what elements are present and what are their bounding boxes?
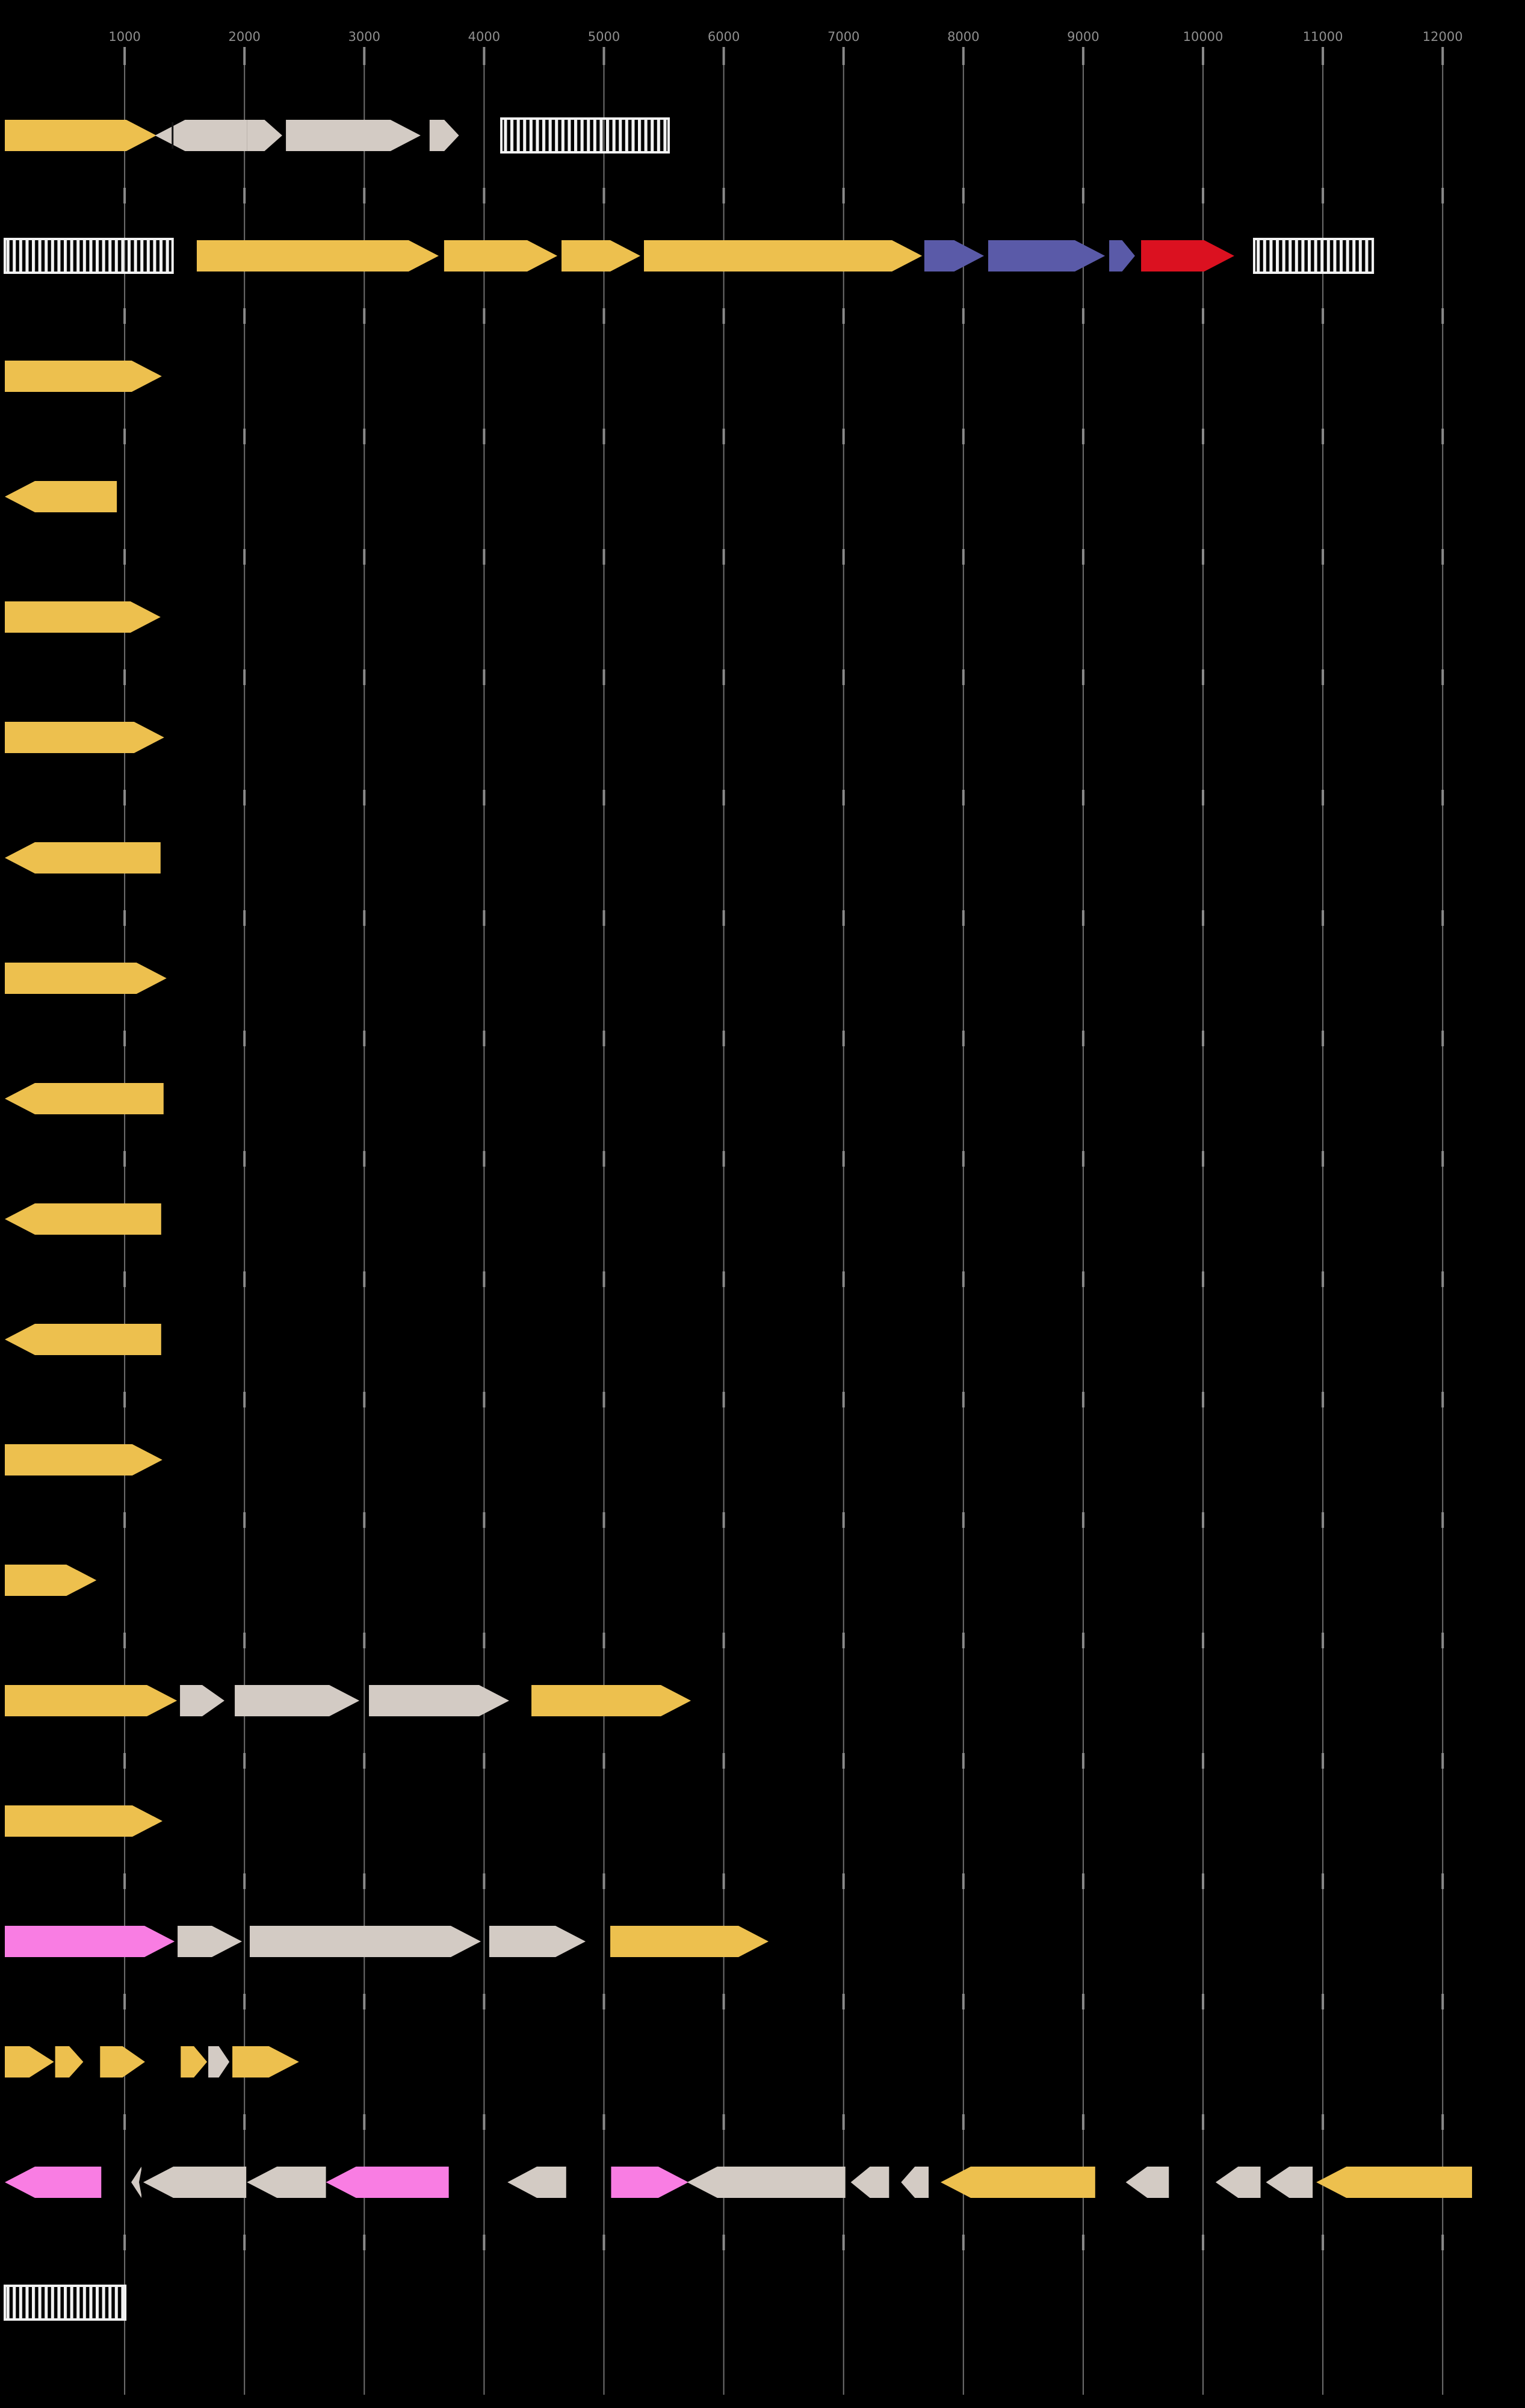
gene-arrow <box>1215 2167 1261 2198</box>
axis-tick-label: 6000 <box>708 29 740 44</box>
axis-tick-label: 4000 <box>468 29 500 44</box>
gene-arrow <box>611 2167 688 2198</box>
gene-arrow <box>143 2167 247 2198</box>
track-10 <box>5 1203 161 1235</box>
gene-arrow <box>5 722 164 753</box>
axis-tick-label: 8000 <box>947 29 979 44</box>
axis-tick-label: 3000 <box>348 29 380 44</box>
striped-feature <box>500 117 670 154</box>
gene-arrow <box>940 2167 1095 2198</box>
gene-arrow <box>561 240 641 272</box>
gene-arrow <box>5 1805 163 1837</box>
track-2 <box>4 238 1375 274</box>
gene-arrow <box>1141 240 1234 272</box>
axis-tick-label: 11000 <box>1303 29 1343 44</box>
gene-arrow <box>155 120 247 151</box>
gene-arrow <box>178 1926 243 1957</box>
striped-feature <box>4 238 174 274</box>
track-15 <box>5 1805 163 1837</box>
gene-arrow <box>1316 2167 1472 2198</box>
axis-tick-label: 5000 <box>588 29 620 44</box>
gene-arrow <box>247 120 282 151</box>
gene-arrow <box>687 2167 846 2198</box>
track-3 <box>5 361 162 392</box>
gene-arrow <box>531 1685 691 1716</box>
gene-arrow <box>232 2046 299 2078</box>
gene-arrow <box>286 120 421 151</box>
gene-arrow <box>5 120 156 151</box>
track-9 <box>5 1083 164 1114</box>
axis-tick-label: 12000 <box>1423 29 1463 44</box>
gene-arrow <box>196 240 439 272</box>
gene-arrow <box>5 1444 162 1476</box>
track-16 <box>5 1926 769 1957</box>
gene-arrow <box>181 2046 208 2078</box>
gene-arrow <box>208 2046 230 2078</box>
track-13 <box>5 1565 97 1596</box>
gene-arrow <box>5 963 167 994</box>
gene-chevron <box>131 2167 141 2198</box>
gene-arrow <box>5 601 161 633</box>
gene-arrow <box>5 842 161 874</box>
gene-arrow <box>1266 2167 1313 2198</box>
axis-tick-label: 7000 <box>827 29 859 44</box>
track-14 <box>5 1685 691 1716</box>
gene-arrow <box>5 2167 102 2198</box>
axis-tick-label: 1000 <box>108 29 140 44</box>
gene-arrow <box>5 1324 161 1355</box>
gene-arrow <box>180 1685 224 1716</box>
striped-feature <box>1253 238 1375 274</box>
track-18 <box>5 2167 1472 2198</box>
track-7 <box>5 842 161 874</box>
gene-arrow <box>5 2046 54 2078</box>
gene-arrow <box>55 2046 84 2078</box>
axis-tick-label: 10000 <box>1183 29 1223 44</box>
gene-arrow <box>5 1685 178 1716</box>
track-6 <box>5 722 164 753</box>
gene-arrow <box>5 1083 164 1114</box>
track-5 <box>5 601 161 633</box>
gene-mark-line <box>172 122 174 149</box>
gene-arrow <box>429 120 459 151</box>
gene-arrow <box>988 240 1106 272</box>
track-11 <box>5 1324 161 1355</box>
gene-arrow <box>489 1926 586 1957</box>
gene-arrow <box>5 481 117 512</box>
track-19 <box>4 2285 127 2321</box>
gene-arrow <box>444 240 558 272</box>
gene-arrow <box>247 2167 326 2198</box>
gene-arrow <box>5 1565 97 1596</box>
track-17 <box>5 2046 299 2078</box>
track-1 <box>5 117 670 154</box>
track-4 <box>5 481 117 512</box>
gene-arrow <box>1109 240 1135 272</box>
gene-arrow <box>643 240 923 272</box>
gene-arrow <box>5 1203 161 1235</box>
gene-arrow <box>924 240 985 272</box>
gene-arrow <box>5 361 162 392</box>
gene-arrow <box>850 2167 889 2198</box>
gene-arrow <box>5 1926 175 1957</box>
gene-arrow <box>235 1685 360 1716</box>
gene-arrow <box>369 1685 510 1716</box>
gene-arrow <box>507 2167 566 2198</box>
track-8 <box>5 963 167 994</box>
gene-arrow <box>1125 2167 1169 2198</box>
chevron-notch <box>139 2170 141 2195</box>
gene-arrow <box>249 1926 481 1957</box>
gene-arrow <box>326 2167 449 2198</box>
axis-tick-label: 2000 <box>228 29 260 44</box>
gene-arrow <box>100 2046 145 2078</box>
track-12 <box>5 1444 162 1476</box>
gene-arrow <box>610 1926 769 1957</box>
striped-feature <box>4 2285 127 2321</box>
axis-tick-label: 9000 <box>1067 29 1099 44</box>
gene-arrow <box>901 2167 929 2198</box>
